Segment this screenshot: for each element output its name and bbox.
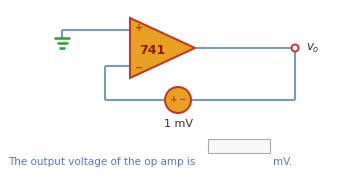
Text: −: − [178,95,186,104]
Text: +: + [170,95,178,104]
FancyBboxPatch shape [208,139,270,153]
Polygon shape [130,18,195,78]
Text: 741: 741 [139,43,165,57]
Text: The output voltage of the op amp is: The output voltage of the op amp is [8,157,195,167]
Text: +: + [135,23,143,33]
Text: mV.: mV. [273,157,292,167]
Text: $\mathit{v_o}$: $\mathit{v_o}$ [306,41,320,55]
Circle shape [291,45,299,52]
Circle shape [165,87,191,113]
Text: 1 mV: 1 mV [163,119,193,129]
Text: −: − [135,63,143,73]
